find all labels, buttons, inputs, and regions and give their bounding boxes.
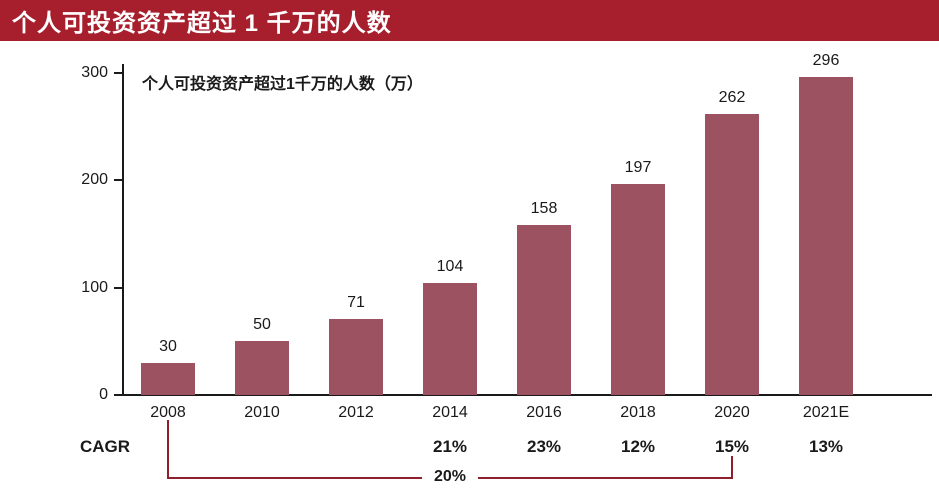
cagr-overall-value: 20% — [421, 468, 479, 486]
x-axis-label: 2018 — [620, 404, 656, 421]
x-axis-label: 2008 — [150, 404, 186, 421]
bar — [329, 319, 383, 395]
y-tick-mark — [114, 286, 123, 289]
x-axis-label: 2012 — [338, 404, 374, 421]
cagr-value: 12% — [620, 437, 656, 456]
y-tick-label: 100 — [81, 278, 108, 296]
cagr-bracket-left-line — [167, 420, 169, 479]
bar — [611, 184, 665, 395]
cagr-bracket-right-line — [731, 456, 733, 479]
y-tick-label: 0 — [99, 386, 108, 403]
cagr-value: 23% — [526, 437, 562, 456]
x-axis-label: 2014 — [432, 404, 468, 421]
bar-value-label: 71 — [347, 294, 365, 311]
bar — [705, 114, 759, 395]
bar — [235, 341, 289, 395]
bar-value-label: 104 — [436, 258, 464, 275]
x-axis-label: 2016 — [526, 404, 562, 421]
bar-value-label: 197 — [624, 159, 652, 176]
y-tick-label: 300 — [81, 64, 108, 81]
y-tick-mark — [114, 179, 123, 182]
x-axis-label: 2010 — [244, 404, 280, 421]
y-tick-mark — [114, 72, 123, 74]
bar — [799, 77, 853, 395]
chart-title: 个人可投资资产超过1千万的人数（万） — [142, 76, 423, 93]
bar — [517, 225, 571, 395]
bar-value-label: 30 — [159, 338, 177, 355]
y-tick-label: 200 — [81, 171, 108, 189]
cagr-row-label: CAGR — [79, 437, 131, 456]
cagr-value: 21% — [432, 437, 468, 456]
bar — [423, 283, 477, 395]
x-axis-line — [122, 394, 932, 396]
x-axis-label: 2021E — [802, 404, 850, 421]
cagr-value: 15% — [714, 437, 750, 456]
bar-value-label: 262 — [718, 89, 746, 106]
x-axis-label: 2020 — [714, 404, 750, 421]
page-title-banner: 个人可投资资产超过 1 千万的人数 — [0, 0, 939, 41]
y-tick-mark — [114, 394, 123, 396]
bar — [141, 363, 195, 395]
bar-value-label: 158 — [530, 200, 558, 217]
page-title: 个人可投资资产超过 1 千万的人数 — [12, 10, 392, 37]
cagr-value: 13% — [808, 437, 844, 456]
bar-value-label: 296 — [812, 52, 840, 69]
bar-value-label: 50 — [253, 316, 271, 333]
y-axis-line — [122, 64, 124, 396]
